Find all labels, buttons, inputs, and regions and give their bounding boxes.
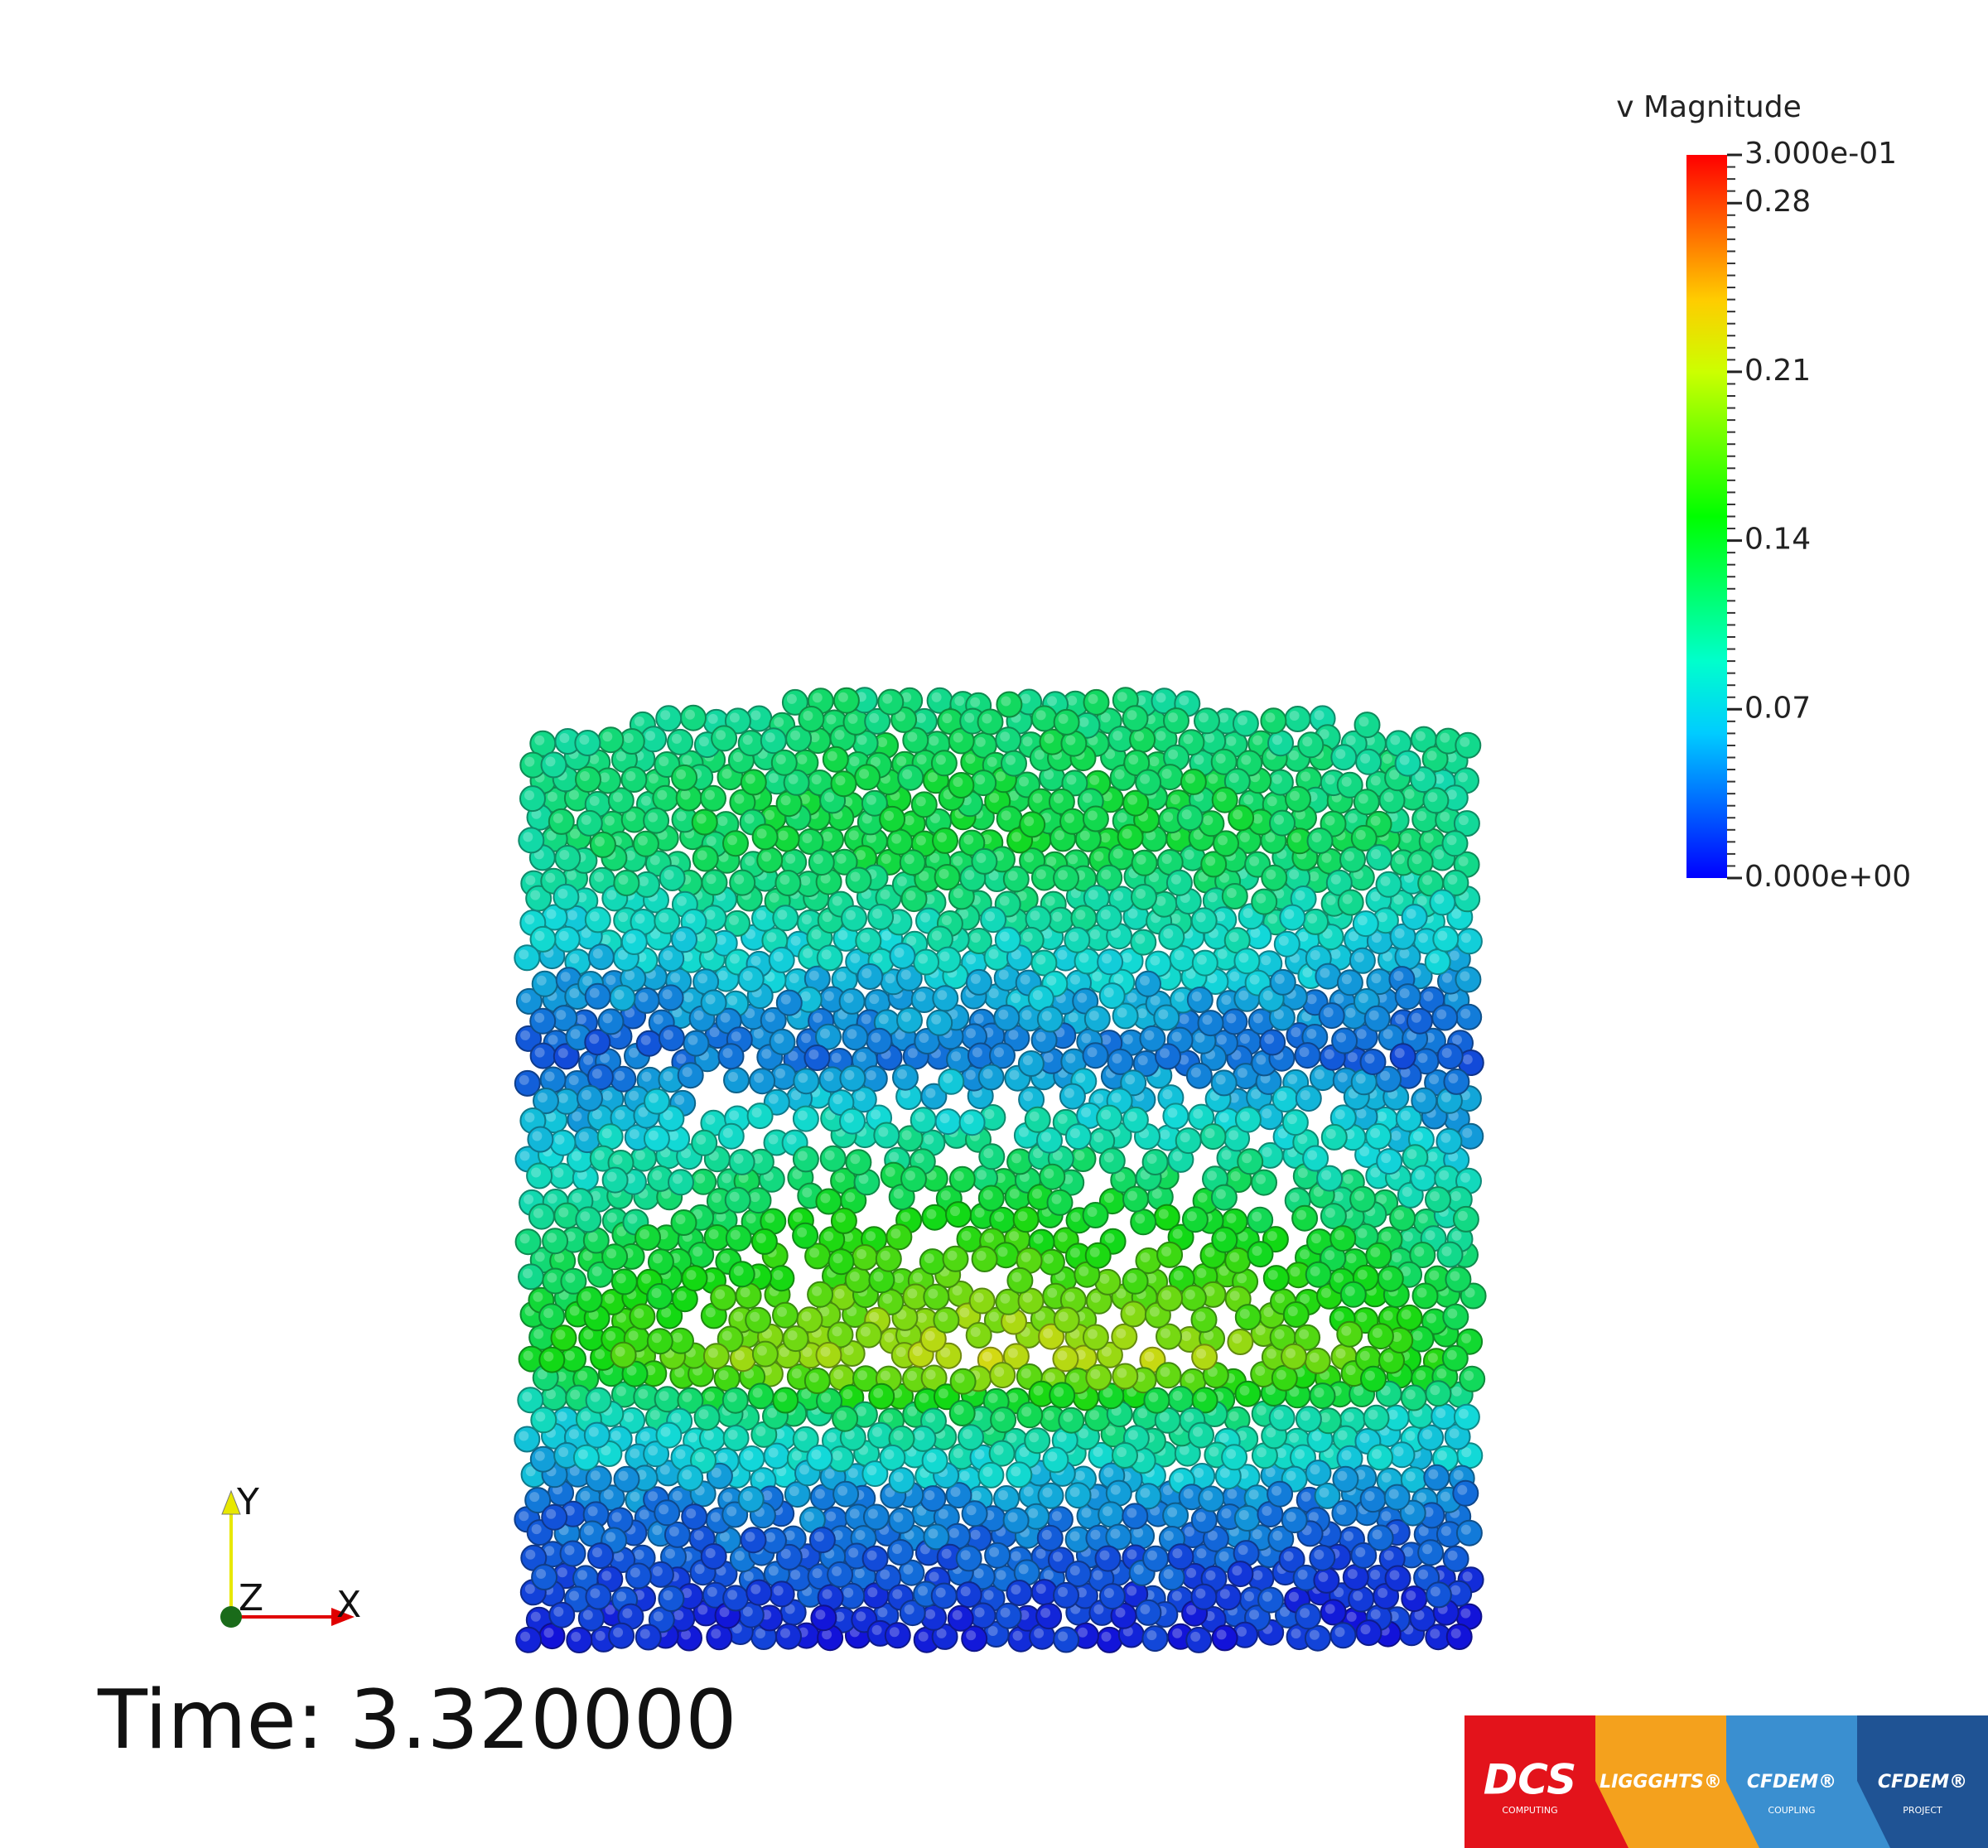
colorbar-tick-label: 0.14: [1744, 523, 1811, 557]
z-axis-label: Z: [239, 1577, 263, 1619]
z-axis: [220, 1606, 242, 1628]
y-axis-label: Y: [236, 1481, 259, 1523]
colorbar-tick-label: 3.000e-01: [1744, 137, 1897, 171]
logo-sub: COMPUTING: [1502, 1805, 1557, 1816]
logo-name: CFDEM®: [1878, 1772, 1967, 1793]
colorbar-tick-label: 0.28: [1744, 185, 1811, 219]
logo-notch: [1857, 1781, 1890, 1848]
colorbar-title: v Magnitude: [1616, 90, 1801, 124]
logo-notch: [1595, 1781, 1629, 1848]
logo-notch: [1726, 1781, 1759, 1848]
x-arrow: [331, 1608, 355, 1626]
logo-sub: PROJECT: [1903, 1805, 1942, 1816]
colorbar-ticks: 3.000e-01 0.28 0.21 0.14 0.07 0.000e+00: [1727, 137, 1911, 894]
colorbar-tick-label: 0.21: [1744, 354, 1811, 388]
logo-name: LIGGGHTS®: [1600, 1772, 1722, 1793]
y-arrow: [221, 1489, 241, 1515]
colorbar: [1686, 155, 1727, 878]
logo-sub: COUPLING: [1768, 1805, 1815, 1816]
x-axis-label: X: [336, 1584, 361, 1626]
logo-tile: [1464, 1715, 1595, 1848]
logo-name: DCS: [1484, 1756, 1576, 1804]
time-label: Time: 3.320000: [97, 1673, 737, 1768]
colorbar-tick-label: 0.07: [1744, 691, 1811, 725]
logo-name: CFDEM®: [1747, 1772, 1836, 1793]
axes-triad: Y Z X: [220, 1481, 361, 1628]
particle-cloud: [514, 687, 1487, 1653]
colorbar-tick-label: 0.000e+00: [1744, 860, 1911, 894]
